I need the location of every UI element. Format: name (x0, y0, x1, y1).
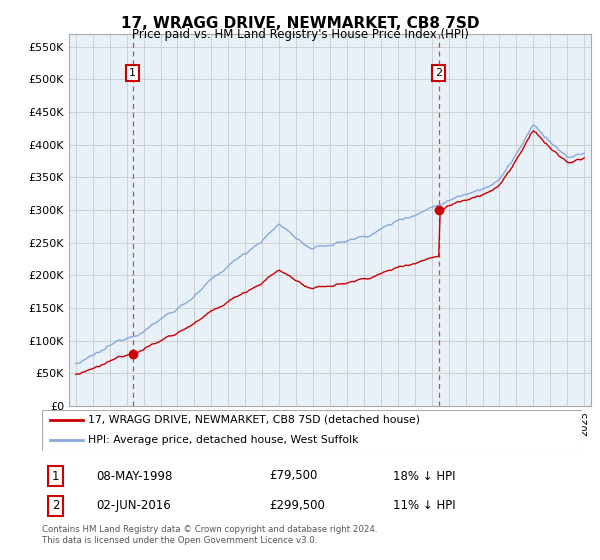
Text: 02-JUN-2016: 02-JUN-2016 (96, 499, 171, 512)
Text: Contains HM Land Registry data © Crown copyright and database right 2024.
This d: Contains HM Land Registry data © Crown c… (42, 525, 377, 545)
Text: Price paid vs. HM Land Registry's House Price Index (HPI): Price paid vs. HM Land Registry's House … (131, 28, 469, 41)
Text: 1: 1 (52, 469, 59, 483)
Text: 11% ↓ HPI: 11% ↓ HPI (393, 499, 455, 512)
Text: 1: 1 (129, 68, 136, 78)
Text: 18% ↓ HPI: 18% ↓ HPI (393, 469, 455, 483)
Text: 08-MAY-1998: 08-MAY-1998 (96, 469, 172, 483)
Text: HPI: Average price, detached house, West Suffolk: HPI: Average price, detached house, West… (88, 435, 358, 445)
Text: £299,500: £299,500 (269, 499, 325, 512)
Text: £79,500: £79,500 (269, 469, 317, 483)
Text: 17, WRAGG DRIVE, NEWMARKET, CB8 7SD (detached house): 17, WRAGG DRIVE, NEWMARKET, CB8 7SD (det… (88, 415, 420, 424)
Text: 2: 2 (435, 68, 442, 78)
Text: 17, WRAGG DRIVE, NEWMARKET, CB8 7SD: 17, WRAGG DRIVE, NEWMARKET, CB8 7SD (121, 16, 479, 31)
Text: 2: 2 (52, 499, 59, 512)
